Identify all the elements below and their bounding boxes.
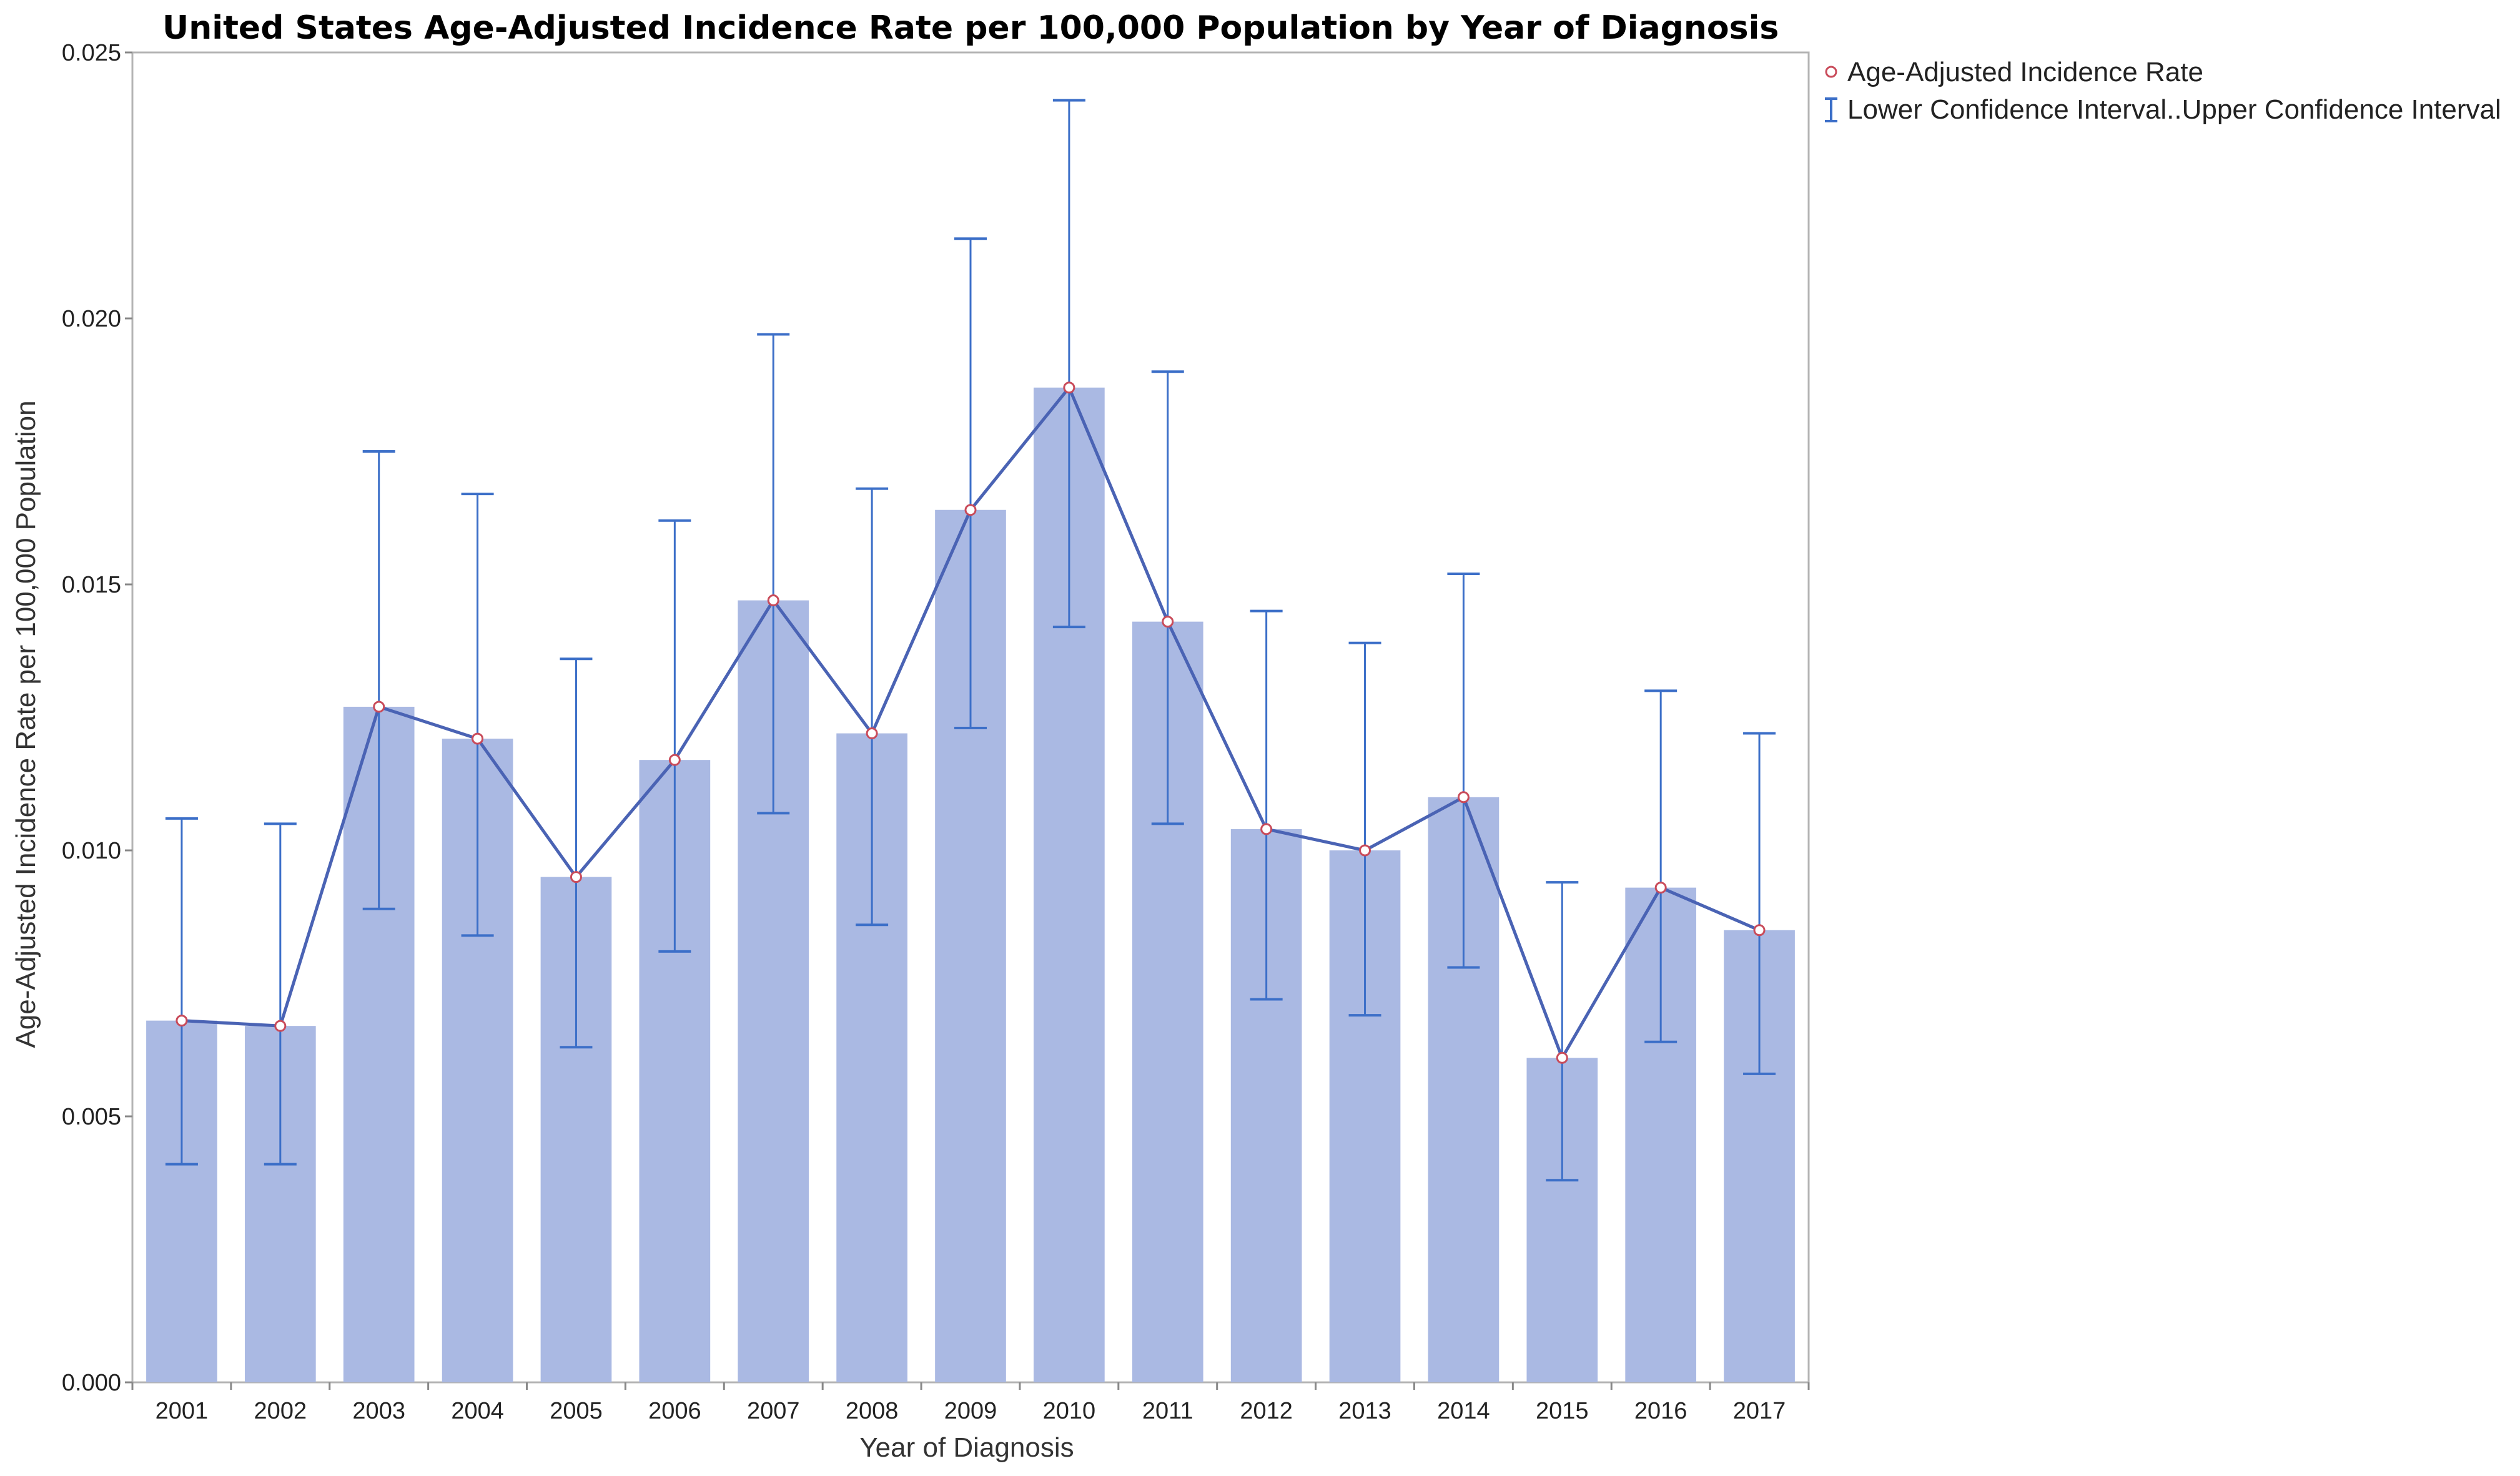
x-tick-label-2004: 2004 [451, 1398, 504, 1424]
x-tick-label-2015: 2015 [1536, 1398, 1589, 1424]
rate-point-2004 [472, 732, 484, 745]
rate-point-2009 [964, 504, 977, 516]
rate-point-2005 [570, 871, 582, 883]
rate-point-2015 [1556, 1051, 1568, 1064]
legend-rate-marker-icon [1825, 66, 1837, 78]
rate-point-2008 [866, 727, 878, 740]
rate-point-2014 [1457, 791, 1470, 804]
legend: Age-Adjusted Incidence Rate Lower Confid… [1825, 57, 2501, 125]
x-tick-label-2011: 2011 [1142, 1398, 1193, 1424]
x-tick-label-2017: 2017 [1733, 1398, 1786, 1424]
plot-area: 0.000 0.005 0.010 0.015 0.020 0.025 2001 2002 20… [62, 40, 1810, 1424]
x-axis-label: Year of Diagnosis [859, 1432, 1074, 1463]
rate-point-2006 [668, 754, 681, 766]
chart-title: United States Age-Adjusted Incidence Rat… [162, 9, 1779, 47]
y-tick-label: 0.000 [62, 1370, 121, 1396]
y-tick-label: 0.020 [62, 306, 121, 332]
rate-point-2017 [1753, 924, 1766, 937]
x-tick-label-2005: 2005 [550, 1398, 603, 1424]
y-tick-label: 0.025 [62, 40, 121, 66]
rate-point-2003 [373, 701, 385, 713]
legend-error-bar-label: Lower Confidence Interval..Upper Confide… [1847, 94, 2501, 125]
x-tick-label-2002: 2002 [254, 1398, 307, 1424]
rate-point-2010 [1063, 381, 1075, 394]
rate-point-2011 [1162, 616, 1174, 628]
y-tick-label: 0.015 [62, 572, 121, 598]
legend-error-bar-icon [1825, 97, 1837, 122]
x-tick-label-2006: 2006 [648, 1398, 701, 1424]
x-tick-label-2014: 2014 [1437, 1398, 1490, 1424]
y-tick-label: 0.010 [62, 838, 121, 864]
rate-point-2002 [274, 1020, 287, 1032]
x-tick-label-2009: 2009 [944, 1398, 997, 1424]
rate-point-2012 [1260, 823, 1273, 835]
rate-point-2001 [175, 1015, 188, 1027]
x-tick-label-2001: 2001 [156, 1398, 209, 1424]
legend-rate-label: Age-Adjusted Incidence Rate [1847, 57, 2203, 87]
rate-point-2013 [1359, 844, 1371, 857]
rate-point-2007 [767, 594, 779, 607]
x-tick-label-2003: 2003 [352, 1398, 405, 1424]
x-tick-label-2013: 2013 [1338, 1398, 1391, 1424]
x-tick-label-2016: 2016 [1634, 1398, 1687, 1424]
rate-point-2016 [1654, 882, 1667, 894]
y-tick-label: 0.005 [62, 1104, 121, 1130]
y-axis-label: Age-Adjusted Incidence Rate per 100,000 … [11, 400, 41, 1048]
x-tick-label-2007: 2007 [747, 1398, 800, 1424]
x-tick-label-2010: 2010 [1043, 1398, 1096, 1424]
x-tick-label-2008: 2008 [846, 1398, 899, 1424]
x-tick-label-2012: 2012 [1240, 1398, 1293, 1424]
